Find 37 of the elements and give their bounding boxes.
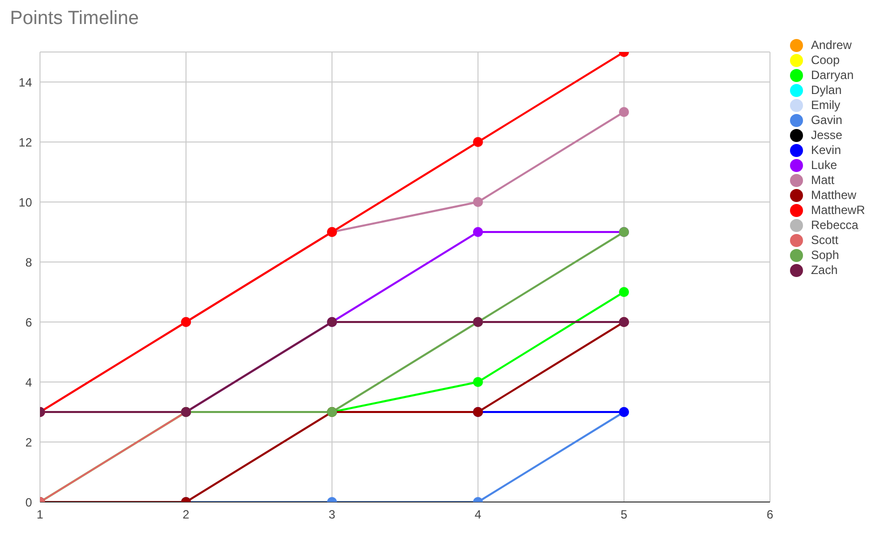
legend-label: Andrew	[810, 38, 852, 52]
legend-label: Soph	[810, 248, 839, 262]
y-tick-label: 0	[25, 495, 32, 510]
point	[472, 377, 483, 387]
legend-label: Jesse	[810, 128, 842, 142]
legend-label: Gavin	[810, 113, 842, 127]
y-tick-label: 2	[25, 435, 32, 450]
legend-label: Scott	[810, 233, 838, 247]
point	[472, 137, 483, 147]
legend-label: Zach	[810, 263, 838, 277]
legend-label: Rebecca	[810, 218, 858, 232]
y-tick-label: 6	[25, 315, 32, 330]
legend-label: Kevin	[810, 143, 841, 157]
y-tick-label: 10	[18, 195, 32, 210]
x-tick-label: 1	[36, 508, 44, 522]
legend-label: Matthew	[810, 188, 856, 202]
legend-label: Emily	[810, 98, 840, 112]
point	[618, 107, 629, 117]
y-tick-label: 8	[25, 255, 32, 270]
x-tick-label: 6	[766, 508, 774, 522]
x-tick-label: 2	[182, 508, 190, 522]
y-tick-label: 4	[25, 375, 32, 390]
point	[472, 227, 483, 237]
point	[472, 197, 483, 207]
y-tick-label: 14	[18, 75, 32, 90]
legend-label: Matt	[810, 173, 834, 187]
point	[618, 287, 629, 297]
chart-title: Points Timeline	[9, 8, 140, 31]
x-tick-label: 4	[474, 508, 482, 522]
legend-label: Coop	[810, 53, 840, 67]
legend-label: MatthewR	[810, 203, 865, 217]
legend-label: Luke	[810, 158, 837, 172]
y-tick-label: 12	[18, 135, 32, 150]
x-tick-label: 3	[328, 508, 336, 522]
legend-label: Darryan	[810, 68, 854, 82]
x-tick-label: 5	[620, 508, 628, 522]
legend-label: Dylan	[810, 83, 842, 97]
